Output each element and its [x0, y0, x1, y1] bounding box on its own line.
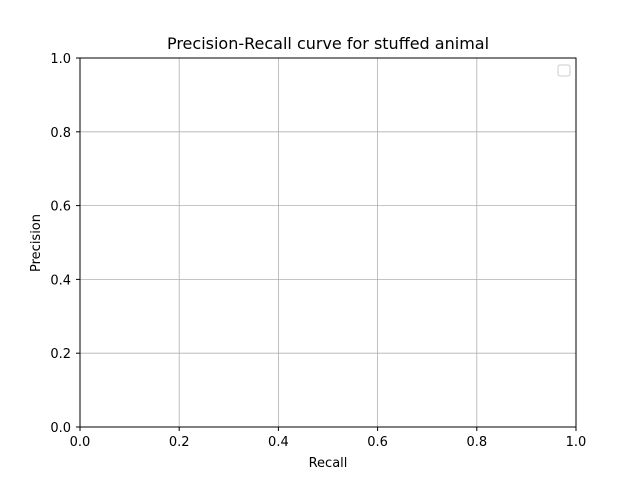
legend — [557, 64, 571, 77]
x-tick-label: 0.8 — [466, 435, 487, 450]
legend-box — [557, 64, 571, 77]
chart-title: Precision-Recall curve for stuffed anima… — [167, 34, 489, 53]
x-axis-label: Recall — [309, 456, 348, 471]
x-tick-label: 1.0 — [566, 435, 587, 450]
y-tick-label: 0.8 — [50, 126, 71, 141]
y-tick-label: 0.0 — [50, 421, 71, 436]
x-tick-label: 0.2 — [169, 435, 190, 450]
y-tick-label: 0.4 — [50, 273, 71, 288]
x-axis-ticks: 0.0 0.2 0.4 0.6 0.8 1.0 — [70, 427, 587, 450]
plot-area-frame — [79, 57, 577, 428]
x-tick-label: 0.6 — [367, 435, 388, 450]
y-tick-label: 0.2 — [50, 347, 71, 362]
y-tick-label: 0.6 — [50, 200, 71, 215]
x-tick-label: 0.4 — [268, 435, 289, 450]
y-tick-label: 1.0 — [50, 52, 71, 67]
x-tick-label: 0.0 — [70, 435, 91, 450]
y-axis-label: Precision — [29, 214, 44, 272]
y-axis-ticks: 0.0 0.2 0.4 0.6 0.8 1.0 — [50, 52, 80, 436]
